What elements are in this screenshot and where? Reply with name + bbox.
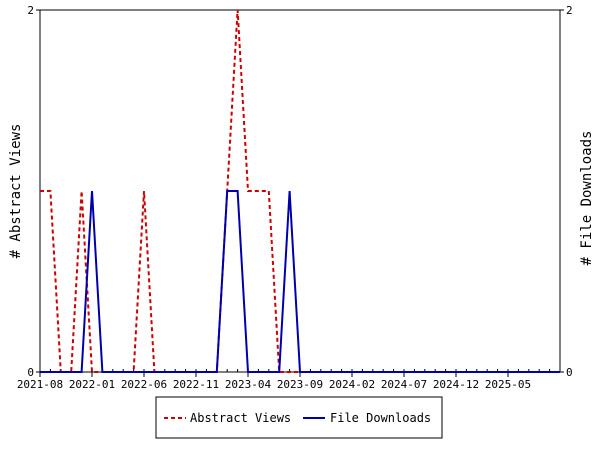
y-right-tick-label: 0 [566,366,573,379]
x-tick-label: 2024-07 [381,378,427,391]
x-tick-label: 2022-01 [69,378,115,391]
legend: Abstract Views File Downloads [155,396,443,439]
plot-frame [39,9,561,373]
y-right-tick-label: 2 [566,4,573,17]
x-axis: 2021-08 2022-01 2022-06 2022-11 2023-04 2023-… [17,369,561,391]
x-tick-label: 2025-05 [485,378,531,391]
series-layer [40,9,560,373]
y-left-tick-label: 0 [27,366,34,379]
x-tick-label: 2023-09 [277,378,323,391]
x-tick-label: 2022-06 [121,378,167,391]
y-left-tick-label: 2 [27,4,34,17]
legend-label-abstract-views: Abstract Views [190,411,291,425]
y-axis-left-title: # Abstract Views [8,124,24,259]
x-tick-label: 2022-11 [173,378,219,391]
y-axis-right: 02 [560,4,573,379]
legend-box [155,396,443,439]
y-axis-right-title: # File Downloads [579,131,595,266]
y-axis-left: 02 [27,4,40,379]
x-tick-label: 2023-04 [225,378,272,391]
series-line-file-downloads [40,190,560,373]
x-tick-label: 2021-08 [17,378,63,391]
x-tick-label: 2024-12 [433,378,479,391]
legend-label-file-downloads: File Downloads [330,411,431,425]
series-line-abstract-views [40,9,560,373]
x-tick-label: 2024-02 [329,378,375,391]
